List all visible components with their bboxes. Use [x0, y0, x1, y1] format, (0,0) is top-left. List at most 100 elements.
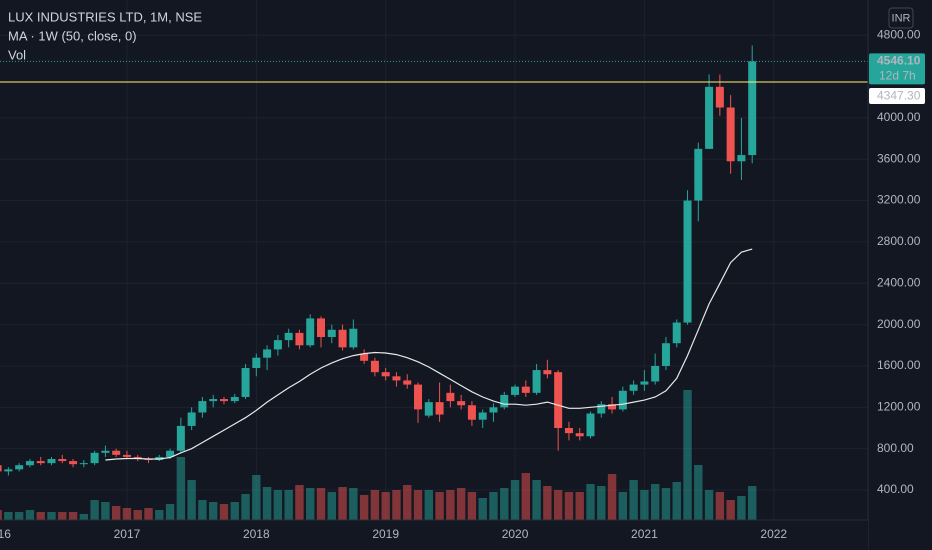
candle-body [0, 465, 2, 472]
volume-bar [4, 512, 13, 520]
vol-legend: Vol [8, 47, 26, 62]
candle-body [349, 328, 358, 348]
candle-body [317, 318, 325, 338]
x-tick-label: 2019 [372, 527, 399, 541]
volume-bar [68, 512, 78, 520]
candle-body [166, 450, 175, 457]
volume-bar [187, 480, 196, 520]
volume-bar [553, 490, 563, 520]
last-price-label: 4546.10 [877, 54, 921, 68]
candle-body [694, 148, 703, 201]
volume-bar [101, 502, 110, 520]
volume-bar [748, 486, 757, 520]
volume-bar [144, 508, 153, 520]
volume-bar [597, 486, 606, 520]
volume-bar [338, 487, 347, 520]
volume-bar [737, 496, 746, 520]
volume-bar [381, 492, 390, 520]
volume-bar [694, 465, 703, 520]
candle-body [651, 365, 660, 382]
volume-bar [640, 490, 649, 520]
volume-bar [36, 512, 45, 520]
x-tick-label: 2022 [760, 527, 787, 541]
volume-bar [456, 488, 466, 520]
volume-bar [14, 512, 24, 520]
candle-body [36, 461, 45, 464]
volume-bar [704, 490, 714, 520]
volume-bar [446, 490, 455, 520]
candle-body [79, 463, 88, 465]
candle-body [284, 332, 293, 341]
candle-body [112, 450, 121, 455]
candle-body [338, 329, 347, 348]
candle-body [4, 469, 13, 472]
candle-body [554, 372, 563, 428]
candle-body [629, 384, 638, 391]
volume-bar [198, 500, 207, 520]
y-tick-label: 3600.00 [877, 151, 921, 165]
volume-bar [295, 485, 304, 520]
volume-bar [111, 506, 121, 520]
candle-body [467, 405, 476, 420]
candle-body [521, 386, 530, 393]
candle-body [252, 357, 261, 369]
currency-box [888, 7, 914, 29]
volume-bar [359, 495, 369, 520]
volume-bar [47, 512, 56, 520]
volume-bar [316, 488, 326, 520]
y-tick-label: 3200.00 [877, 193, 921, 207]
volume-bar [489, 492, 498, 520]
volume-bar [165, 504, 175, 520]
countdown-label: 12d 7h [879, 69, 916, 83]
candle-body [122, 454, 131, 457]
last-price-tag [869, 53, 925, 85]
volume-bar [230, 502, 239, 520]
x-tick-label: 2020 [502, 527, 529, 541]
volume-bar [564, 492, 574, 520]
candle-body [672, 322, 681, 344]
y-tick-label: 2400.00 [877, 275, 921, 289]
x-tick-label: 2018 [243, 527, 270, 541]
candle-body [230, 396, 239, 402]
volume-bar [209, 502, 218, 520]
volume-bar [392, 490, 401, 520]
volume-bar [726, 500, 735, 520]
candle-body [705, 86, 714, 149]
volume-bar [349, 488, 358, 520]
hline-label: 4347.30 [877, 89, 921, 103]
volume-bar [284, 490, 293, 520]
volume-bar [629, 480, 638, 520]
candle-body [306, 318, 315, 346]
volume-bar [510, 480, 520, 520]
y-tick-label: 800.00 [877, 441, 914, 455]
candle-body [101, 450, 110, 453]
candle-body [176, 425, 185, 451]
candle-body [435, 402, 444, 415]
candle-body [187, 412, 196, 426]
candle-body [586, 413, 595, 437]
volume-bar [413, 490, 423, 520]
volume-bar [500, 488, 509, 520]
volume-bar [122, 508, 132, 520]
candle-body [564, 427, 573, 434]
time-axis [0, 520, 868, 550]
candle-body [737, 155, 746, 162]
candle-body [640, 381, 649, 385]
candle-body [661, 343, 670, 366]
y-tick-label: 4800.00 [877, 27, 921, 41]
volume-bar [618, 492, 628, 520]
volume-bar [575, 492, 584, 520]
candle-body [532, 370, 541, 393]
volume-bar [252, 475, 261, 520]
candle-body [69, 461, 78, 465]
volume-bar [219, 504, 229, 520]
candle-body [457, 401, 466, 406]
volume-bar [424, 490, 433, 520]
candle-body [219, 399, 228, 402]
candle-body [47, 459, 56, 464]
candle-body [511, 386, 520, 395]
volume-bar [543, 486, 552, 520]
volume-bar [370, 490, 380, 520]
candle-body [489, 407, 498, 413]
